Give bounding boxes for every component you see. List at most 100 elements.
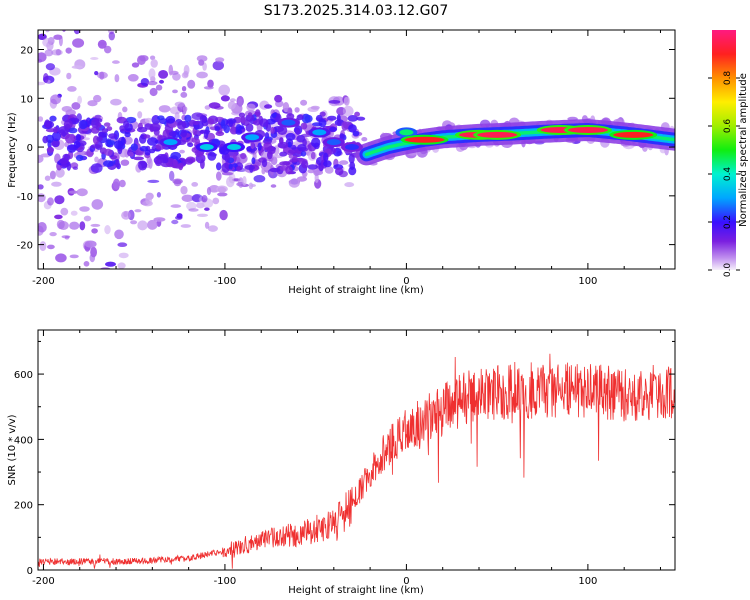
noise-blob xyxy=(60,207,69,216)
noise-blob xyxy=(140,78,150,86)
noise-blob xyxy=(82,15,87,23)
noise-blob xyxy=(172,72,181,81)
noise-blob xyxy=(149,87,158,97)
noise-blob xyxy=(118,252,129,259)
signal-blob xyxy=(354,111,360,117)
signal-blob xyxy=(178,162,184,171)
signal-blob xyxy=(300,151,307,157)
noise-blob xyxy=(183,64,190,76)
bright-spot xyxy=(477,131,518,138)
colorbar-tick-label: 0.6 xyxy=(723,119,733,134)
noise-blob xyxy=(196,71,208,79)
signal-blob xyxy=(267,145,276,155)
signal-blob xyxy=(159,153,168,164)
noise-blob xyxy=(181,194,194,202)
noise-blob xyxy=(313,167,320,177)
signal-blob xyxy=(244,165,256,170)
y-tick-label: 200 xyxy=(14,501,33,512)
noise-blob xyxy=(47,244,55,250)
signal-blob xyxy=(108,133,118,139)
signal-blob xyxy=(285,165,293,175)
noise-blob xyxy=(90,57,99,60)
noise-blob xyxy=(324,166,334,174)
bright-spot xyxy=(163,139,178,146)
noise-blob xyxy=(65,47,72,54)
bright-spot xyxy=(613,131,654,138)
noise-blob xyxy=(114,74,120,83)
noise-blob xyxy=(203,86,214,90)
signal-blob xyxy=(290,144,297,150)
signal-blob xyxy=(207,118,215,125)
noise-blob xyxy=(206,187,212,195)
noise-blob xyxy=(158,105,171,113)
signal-blob xyxy=(270,126,275,134)
signal-blob xyxy=(271,113,277,118)
signal-blob xyxy=(329,126,338,132)
y-tick-label: 0 xyxy=(27,143,33,154)
spectrogram-plot-area xyxy=(38,14,675,269)
noise-blob xyxy=(94,71,99,76)
noise-blob xyxy=(159,79,164,84)
signal-blob xyxy=(49,115,57,122)
signal-blob xyxy=(289,158,299,163)
noise-blob xyxy=(83,261,90,267)
signal-blob xyxy=(162,129,171,140)
noise-blob xyxy=(82,25,86,28)
signal-blob xyxy=(123,120,130,129)
noise-blob xyxy=(70,210,78,216)
signal-blob xyxy=(51,140,60,148)
signal-blob xyxy=(107,140,116,146)
signal-blob xyxy=(192,121,200,125)
signal-blob xyxy=(277,125,288,135)
signal-blob xyxy=(319,111,326,117)
y-tick-label: 10 xyxy=(20,94,33,105)
noise-blob xyxy=(221,172,233,176)
noise-blob xyxy=(55,168,65,178)
noise-blob xyxy=(198,59,205,66)
signal-blob xyxy=(277,141,289,149)
signal-blob xyxy=(348,166,357,176)
signal-blob xyxy=(247,112,253,117)
colorbar: 0.0 0.2 0.4 0.6 0.8 Normalized spectral ampl… xyxy=(708,30,749,277)
signal-blob xyxy=(287,149,297,154)
signal-blob xyxy=(347,115,358,122)
noise-blob xyxy=(229,98,236,102)
noise-blob xyxy=(127,74,139,82)
noise-blob xyxy=(72,166,78,170)
noise-blob xyxy=(246,103,256,112)
signal-blob xyxy=(279,151,288,157)
noise-blob xyxy=(42,37,52,47)
signal-blob xyxy=(130,143,138,151)
signal-blob xyxy=(155,159,162,167)
noise-blob xyxy=(117,242,128,247)
noise-blob xyxy=(156,192,161,198)
noise-blob xyxy=(180,224,191,228)
signal-blob xyxy=(339,133,345,139)
signal-blob xyxy=(246,146,253,152)
noise-blob xyxy=(250,184,256,187)
signal-blob xyxy=(98,131,104,138)
noise-blob xyxy=(54,14,59,23)
noise-blob xyxy=(150,59,158,68)
noise-blob xyxy=(130,220,138,225)
signal-blob xyxy=(238,112,246,118)
noise-blob xyxy=(188,208,199,212)
noise-blob xyxy=(90,223,101,227)
signal-blob xyxy=(101,128,109,134)
x-tick-label: -100 xyxy=(214,276,237,287)
signal-blob xyxy=(58,158,69,165)
noise-blob xyxy=(217,186,227,193)
noise-blob xyxy=(310,105,320,110)
noise-blob xyxy=(226,176,235,188)
signal-blob xyxy=(125,116,137,124)
signal-blob xyxy=(90,118,100,128)
noise-blob xyxy=(204,207,210,211)
snr-series-line xyxy=(38,353,675,569)
noise-blob xyxy=(61,235,71,239)
noise-blob xyxy=(300,99,308,106)
noise-blob xyxy=(68,190,79,194)
signal-blob xyxy=(295,129,301,135)
noise-blob xyxy=(343,96,350,106)
